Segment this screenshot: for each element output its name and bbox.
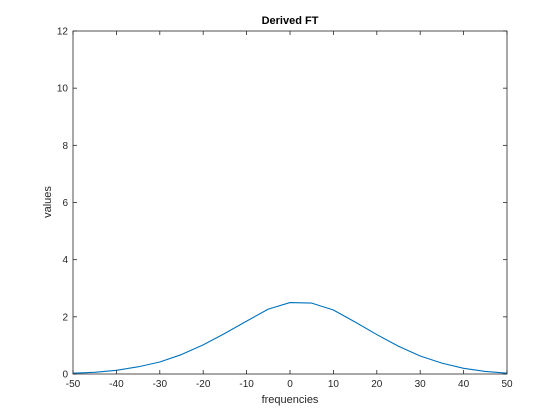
x-axis-label: frequencies: [262, 394, 319, 406]
y-axis-label: values: [42, 186, 54, 218]
x-tick-label: 40: [458, 379, 470, 390]
y-tick-label: 0: [62, 370, 68, 381]
y-tick-label: 10: [57, 84, 69, 95]
x-tick-label: 0: [287, 379, 293, 390]
x-tick-label: 20: [371, 379, 383, 390]
x-tick-label: 50: [501, 379, 513, 390]
x-tick-label: -40: [109, 379, 124, 390]
y-tick-label: 2: [62, 312, 68, 323]
x-tick-label: -30: [153, 379, 168, 390]
y-tick-label: 4: [62, 255, 68, 266]
y-tick-label: 6: [62, 198, 68, 209]
plot-area: [72, 30, 508, 375]
series-line: [72, 301, 508, 374]
x-tick-label: 10: [328, 379, 340, 390]
plot-layer: [72, 301, 508, 374]
y-tick-label: 12: [57, 27, 69, 38]
ticks-layer: -50 -40 -30 -20 -10 0 10 20 30 40 50 0 2 4 6 8 10 12: [57, 27, 513, 391]
x-tick-label: 30: [415, 379, 427, 390]
y-tick-label: 8: [62, 141, 68, 152]
x-tick-label: -20: [196, 379, 211, 390]
x-tick-label: -50: [66, 379, 81, 390]
x-tick-label: -10: [239, 379, 254, 390]
chart-title: Derived FT: [262, 15, 319, 27]
